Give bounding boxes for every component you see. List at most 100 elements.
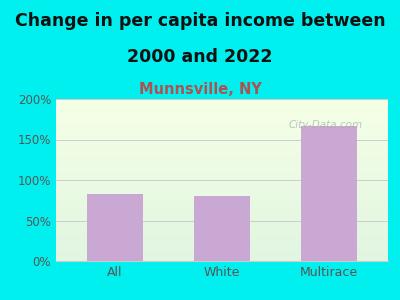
Bar (56, 237, 388, 238)
Bar (56, 151, 388, 152)
Bar (56, 144, 388, 146)
Bar (56, 100, 388, 102)
Bar (194, 196, 250, 261)
Bar (56, 216, 388, 217)
Bar (56, 148, 388, 149)
Bar (56, 190, 388, 191)
Bar (56, 204, 388, 206)
Bar (56, 152, 388, 154)
Bar (56, 106, 388, 107)
Bar (56, 243, 388, 245)
Bar (56, 157, 388, 159)
Bar (56, 178, 388, 180)
Bar (56, 193, 388, 195)
Bar (56, 212, 388, 214)
Text: Munnsville, NY: Munnsville, NY (138, 82, 262, 98)
Bar (56, 242, 388, 243)
Bar (56, 146, 388, 148)
Bar (56, 235, 388, 237)
Bar (56, 198, 388, 200)
Bar (56, 159, 388, 160)
Bar (56, 224, 388, 225)
Bar (56, 165, 388, 167)
Bar (56, 120, 388, 122)
Bar (56, 222, 388, 224)
Bar (56, 115, 388, 117)
Bar (301, 126, 357, 261)
Bar (56, 114, 388, 115)
Bar (56, 250, 388, 251)
Bar (56, 110, 388, 112)
Bar (56, 131, 388, 133)
Bar (56, 229, 388, 230)
Bar (56, 130, 388, 131)
Bar (56, 143, 388, 144)
Bar (56, 214, 388, 216)
Bar (56, 217, 388, 219)
Bar (56, 107, 388, 109)
Bar (56, 180, 388, 182)
Bar (56, 117, 388, 118)
Bar (56, 191, 388, 193)
Text: 2000 and 2022: 2000 and 2022 (127, 48, 273, 66)
Bar (56, 220, 388, 222)
Bar (56, 169, 388, 170)
Bar (56, 140, 388, 141)
Bar (56, 256, 388, 258)
Text: City-Data.com: City-Data.com (288, 120, 362, 130)
Bar (56, 109, 388, 110)
Bar (56, 240, 388, 242)
Bar (56, 200, 388, 201)
Bar (56, 206, 388, 208)
Bar (56, 156, 388, 157)
Bar (56, 230, 388, 232)
Bar (56, 173, 388, 175)
Bar (56, 209, 388, 211)
Bar (56, 219, 388, 220)
Text: Change in per capita income between: Change in per capita income between (15, 12, 385, 30)
Bar (56, 133, 388, 135)
Bar (56, 232, 388, 233)
Bar (56, 154, 388, 156)
Bar (56, 128, 388, 130)
Bar (56, 160, 388, 162)
Bar (56, 238, 388, 240)
Bar (56, 172, 388, 173)
Bar (56, 208, 388, 209)
Bar (56, 254, 388, 256)
Bar (56, 260, 388, 261)
Bar (56, 196, 388, 198)
Bar (56, 248, 388, 250)
Bar (56, 136, 388, 138)
Bar (56, 167, 388, 169)
Bar (56, 123, 388, 125)
Bar (56, 185, 388, 187)
Bar (56, 203, 388, 204)
Bar (56, 102, 388, 104)
Bar (56, 187, 388, 188)
Bar (56, 227, 388, 229)
Bar (56, 118, 388, 120)
Bar (56, 182, 388, 183)
Bar (56, 170, 388, 172)
Bar (56, 99, 388, 100)
Bar (56, 225, 388, 227)
Bar (56, 175, 388, 177)
Bar (56, 122, 388, 123)
Bar (56, 112, 388, 114)
Bar (56, 233, 388, 235)
Bar (56, 246, 388, 248)
Bar (56, 135, 388, 136)
Bar (56, 245, 388, 246)
Bar (56, 183, 388, 185)
Bar (87, 194, 143, 261)
Bar (56, 188, 388, 190)
Bar (56, 258, 388, 260)
Bar (56, 162, 388, 164)
Bar (56, 149, 388, 151)
Bar (56, 211, 388, 212)
Bar (56, 177, 388, 178)
Bar (56, 125, 388, 127)
Bar (56, 201, 388, 203)
Bar (56, 251, 388, 253)
